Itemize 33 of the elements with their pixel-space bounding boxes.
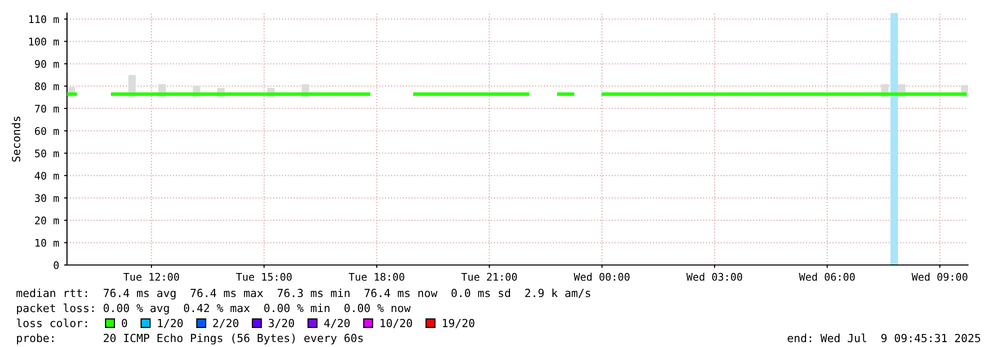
legend-label: 0 [122,318,128,328]
x-tick-label: Wed 03:00 [686,272,742,281]
y-tick-label: 110 m [29,15,59,24]
x-tick-label: Wed 09:00 [912,272,968,281]
y-tick-label: 30 m [34,194,59,202]
x-tick-label: Wed 00:00 [574,272,630,281]
y-tick-label: 40 m [34,172,59,180]
y-tick-label: 20 m [35,216,59,224]
legend-title: loss color: [16,318,87,328]
y-tick-label: 60 m [34,127,59,135]
y-tick-label: 0 [54,261,59,270]
y-tick-label: 90 m [34,60,59,68]
y-tick-label: 100 m [29,38,59,46]
x-tick-label: Tue 18:00 [348,272,404,281]
y-tick-label: 70 m [34,104,59,113]
x-tick-label: Tue 21:00 [461,272,517,281]
text: probe: 20 ICMP Echo Pings (56 Bytes) every 60s [17,334,363,344]
text: median rtt: 76.4 ms avg 76.4 ms max 76.3 ms min 76.4 ms now 0.0 ms sd 2.9 k am/s [16,288,590,300]
legend-label: 1/20 [158,318,183,328]
legend-label: 3/20 [268,318,294,328]
legend-label: 4/20 [324,318,350,328]
x-tick-label: Tue 15:00 [236,272,292,281]
y-tick-label: 80 m [34,82,59,90]
legend-label: 10/20 [380,318,412,328]
legend-label: 2/20 [213,318,238,328]
y-tick-label: 10 m [36,238,59,247]
text: packet loss: 0.00 % avg 0.42 % max 0.00 % min 0.00 % now [17,304,411,314]
x-tick-label: Tue 12:00 [123,272,180,281]
text: end: Wed Jul 9 09:45:31 2025 [788,334,980,342]
y-tick-label: 50 m [35,149,59,158]
legend-label: 19/20 [442,318,474,328]
y-axis-title: Seconds [12,116,20,162]
x-tick-label: Wed 06:00 [799,272,855,281]
